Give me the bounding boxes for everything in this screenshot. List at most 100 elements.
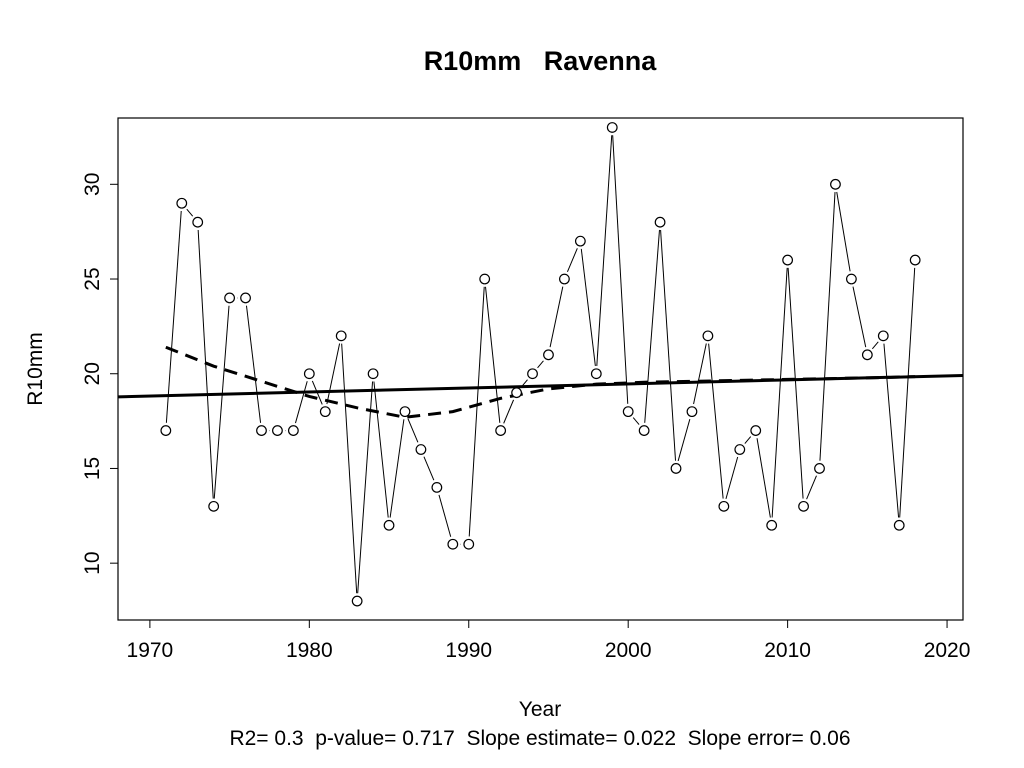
stats-footer: R2= 0.3 p-value= 0.717 Slope estimate= 0… bbox=[229, 727, 850, 750]
observation-segment bbox=[341, 343, 358, 594]
x-tick-label: 2010 bbox=[764, 639, 811, 662]
observation-point bbox=[574, 235, 586, 247]
observation-segment bbox=[468, 286, 485, 537]
y-axis: 10 15 20 25 30 bbox=[81, 173, 118, 575]
observation-point bbox=[543, 349, 554, 361]
observation-segment bbox=[165, 210, 182, 423]
observation-point bbox=[287, 425, 299, 436]
observation-point bbox=[590, 368, 602, 380]
x-tick-label: 1990 bbox=[445, 639, 492, 662]
x-tick-label: 2020 bbox=[924, 639, 971, 662]
observation-point bbox=[511, 387, 522, 399]
observation-point bbox=[192, 216, 204, 228]
x-axis: 1970 1980 1990 2000 2010 2020 bbox=[127, 620, 971, 662]
observation-point bbox=[893, 519, 905, 531]
observation-point bbox=[654, 216, 666, 228]
observation-point bbox=[734, 444, 746, 455]
observation-segment bbox=[213, 305, 230, 499]
observation-segment bbox=[537, 360, 544, 369]
observation-segment bbox=[819, 192, 836, 461]
observation-point bbox=[399, 406, 411, 418]
observation-point bbox=[782, 254, 794, 266]
observation-point bbox=[431, 481, 443, 493]
observation-segment bbox=[852, 286, 867, 348]
x-tick-label: 1980 bbox=[286, 639, 333, 662]
observation-point bbox=[702, 330, 714, 342]
observation-point bbox=[463, 538, 475, 550]
observation-segment bbox=[326, 343, 341, 405]
y-tick-label: 15 bbox=[81, 457, 104, 480]
observation-point bbox=[750, 425, 762, 436]
observation-point bbox=[830, 178, 841, 190]
observation-point bbox=[383, 519, 395, 531]
observation-segment bbox=[836, 191, 851, 272]
observation-point bbox=[718, 500, 730, 512]
observation-point bbox=[351, 595, 363, 607]
chart-title: R10mm Ravenna bbox=[424, 46, 658, 76]
observation-segment bbox=[771, 267, 788, 518]
plot-area-frame bbox=[117, 117, 964, 621]
observation-segment bbox=[566, 248, 578, 273]
observation-point bbox=[606, 122, 618, 133]
observation-segment bbox=[596, 135, 613, 366]
observation-segment bbox=[612, 135, 629, 404]
observation-segment bbox=[632, 417, 640, 425]
observation-point bbox=[367, 368, 379, 380]
observation-segment bbox=[407, 418, 419, 443]
observation-segment bbox=[186, 208, 194, 217]
observation-point bbox=[814, 463, 825, 474]
observation-segment bbox=[549, 286, 564, 348]
observation-segment bbox=[485, 286, 501, 423]
y-tick-label: 30 bbox=[81, 173, 104, 196]
observation-segment bbox=[693, 343, 707, 405]
observation-point bbox=[479, 273, 491, 285]
observation-point bbox=[798, 500, 809, 512]
observation-point bbox=[319, 406, 331, 418]
observation-segment bbox=[806, 475, 817, 500]
x-tick-label: 2000 bbox=[605, 639, 652, 662]
observation-segment bbox=[677, 418, 691, 462]
observation-segment bbox=[787, 267, 804, 499]
y-axis-label: R10mm bbox=[24, 332, 47, 406]
observation-segment bbox=[389, 419, 405, 518]
trend-line bbox=[118, 373, 963, 399]
observation-point bbox=[240, 292, 251, 304]
observation-segment bbox=[708, 343, 724, 499]
observation-point bbox=[638, 425, 650, 436]
observation-point bbox=[845, 273, 857, 285]
observation-point bbox=[224, 292, 236, 304]
observation-point bbox=[160, 425, 172, 436]
observation-point bbox=[686, 406, 698, 418]
smoothed-line bbox=[165, 345, 916, 419]
observation-segment bbox=[357, 381, 374, 594]
observation-point bbox=[861, 349, 873, 361]
observation-point bbox=[208, 500, 220, 512]
series-layer bbox=[118, 122, 963, 607]
observation-point bbox=[335, 330, 347, 342]
observation-segment bbox=[883, 343, 900, 518]
observation-segment bbox=[580, 248, 596, 367]
y-tick-label: 25 bbox=[81, 267, 104, 290]
observation-point bbox=[527, 368, 538, 380]
y-tick-label: 20 bbox=[81, 362, 104, 385]
observation-segment bbox=[660, 229, 677, 461]
observation-point bbox=[559, 273, 570, 285]
x-axis-label: Year bbox=[519, 698, 561, 721]
observation-segment bbox=[871, 341, 879, 350]
observation-point bbox=[447, 538, 459, 550]
observation-point bbox=[622, 406, 634, 418]
observation-segment bbox=[899, 267, 916, 518]
observation-segment bbox=[423, 456, 435, 481]
observation-point bbox=[176, 197, 188, 209]
observation-point bbox=[670, 463, 682, 474]
observation-segment bbox=[295, 381, 308, 424]
observation-point bbox=[909, 254, 921, 266]
observation-point bbox=[256, 425, 267, 436]
observation-point bbox=[272, 425, 283, 436]
observation-segment bbox=[756, 438, 771, 518]
observation-point bbox=[415, 444, 427, 455]
observation-segment bbox=[245, 305, 262, 423]
observation-segment bbox=[744, 436, 752, 444]
observation-segment bbox=[644, 229, 660, 423]
